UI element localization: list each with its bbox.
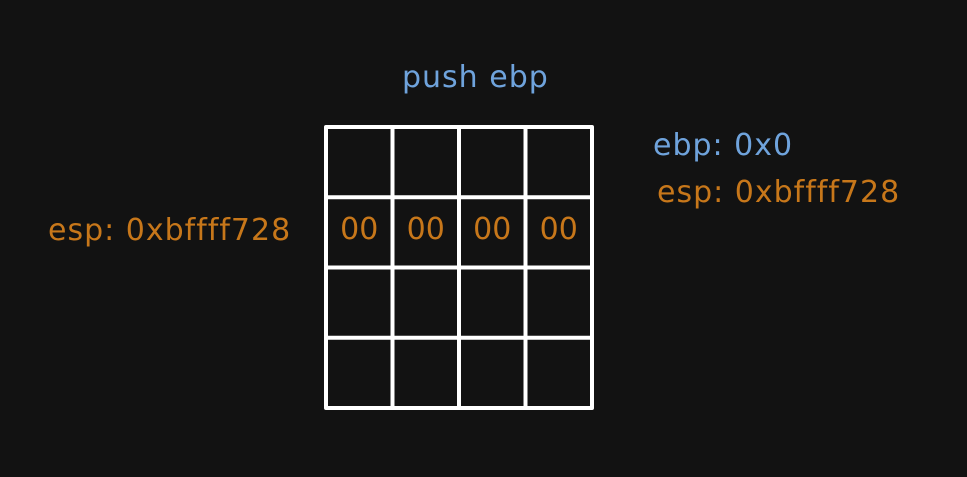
stack-cell-r1-c0: 00 — [340, 212, 379, 248]
register-ebp: ebp: 0x0 — [653, 128, 794, 163]
esp-pointer-label: esp: 0xbffff728 — [48, 213, 292, 248]
stack-cell-r1-c3: 00 — [539, 212, 578, 248]
register-esp: esp: 0xbffff728 — [657, 175, 901, 210]
stack-cell-r1-c2: 00 — [473, 212, 512, 248]
instruction-title: push ebp — [402, 60, 549, 95]
stack-cell-r1-c1: 00 — [406, 212, 445, 248]
